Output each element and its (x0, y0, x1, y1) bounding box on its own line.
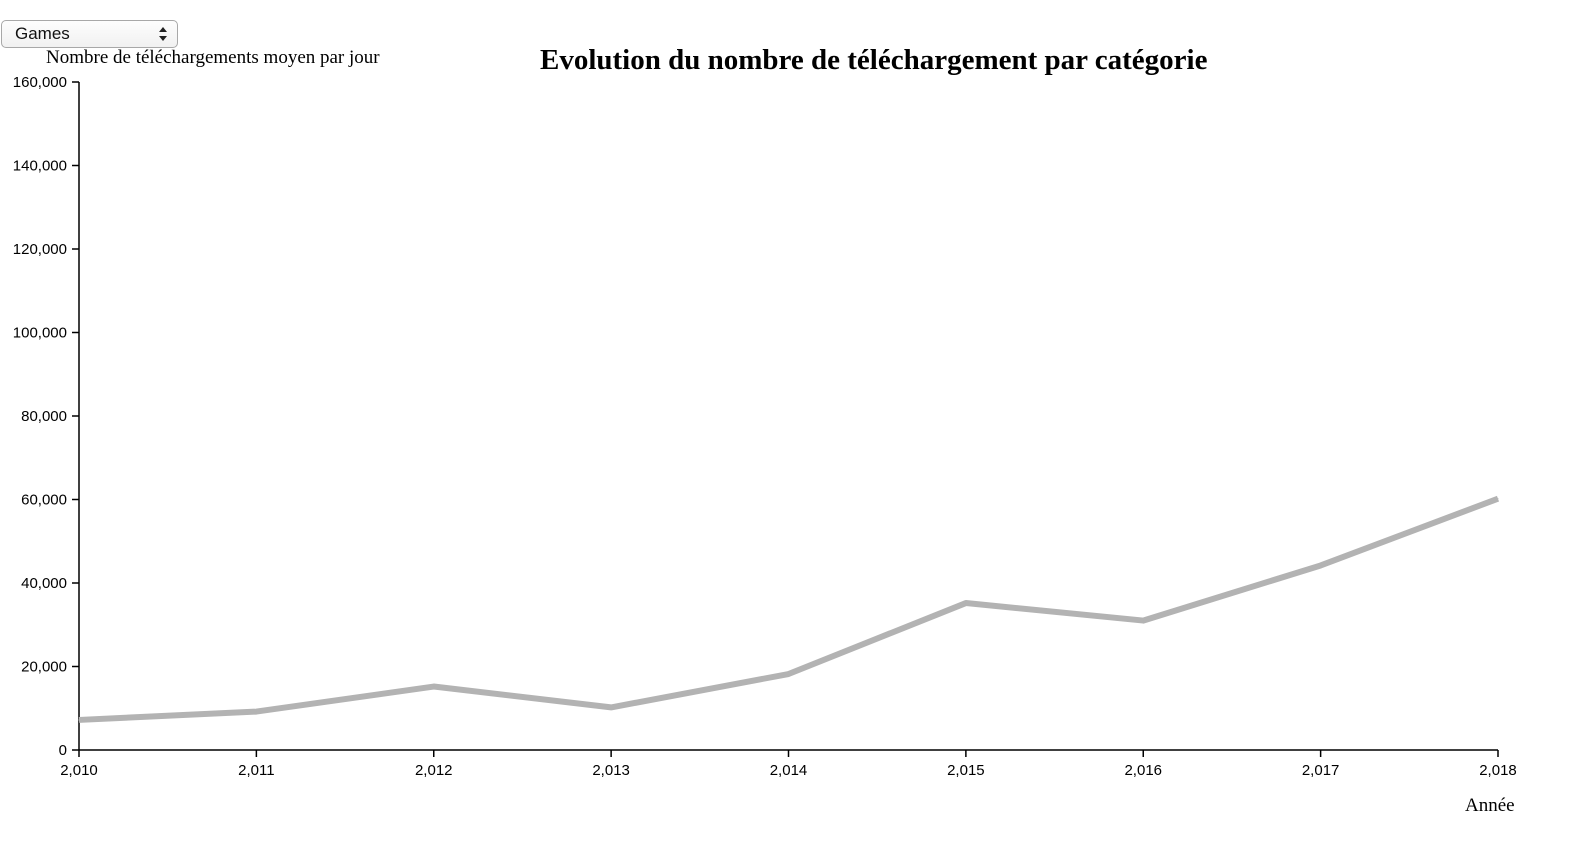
data-point (78, 719, 80, 721)
x-tick-label: 2,014 (770, 762, 808, 779)
x-tick-label: 2,015 (947, 762, 985, 779)
data-point (610, 706, 612, 708)
y-tick-label: 100,000 (13, 325, 67, 342)
chart-title: Evolution du nombre de téléchargement pa… (540, 44, 1208, 76)
data-point (1320, 564, 1322, 566)
data-point (788, 673, 789, 675)
y-tick-label: 60,000 (21, 492, 67, 509)
x-tick-label: 2,011 (238, 762, 274, 779)
y-tick-label: 40,000 (21, 575, 67, 592)
y-tick-label: 80,000 (21, 408, 67, 425)
y-tick-label: 0 (59, 742, 67, 759)
category-select[interactable]: Games (1, 20, 178, 48)
data-point (433, 686, 435, 688)
y-tick-label: 160,000 (13, 74, 67, 91)
y-tick-label: 140,000 (13, 158, 67, 175)
x-tick-label: 2,017 (1302, 762, 1340, 779)
data-point (1142, 620, 1144, 622)
x-axis-label: Année (1465, 795, 1515, 816)
x-tick-label: 2,012 (415, 762, 453, 779)
x-tick-label: 2,018 (1479, 762, 1517, 779)
x-tick-label: 2,010 (60, 762, 98, 779)
y-axis-label: Nombre de téléchargements moyen par jour (46, 47, 380, 68)
up-down-arrows-icon (159, 27, 167, 41)
y-tick-label: 120,000 (13, 241, 67, 258)
x-tick-label: 2,013 (592, 762, 630, 779)
series-line (78, 495, 1500, 723)
data-point (1497, 498, 1499, 500)
category-select-value: Games (15, 24, 70, 43)
data-point (255, 711, 257, 713)
x-tick-label: 2,016 (1124, 762, 1162, 779)
data-point (965, 602, 967, 604)
y-tick-label: 20,000 (21, 659, 67, 676)
